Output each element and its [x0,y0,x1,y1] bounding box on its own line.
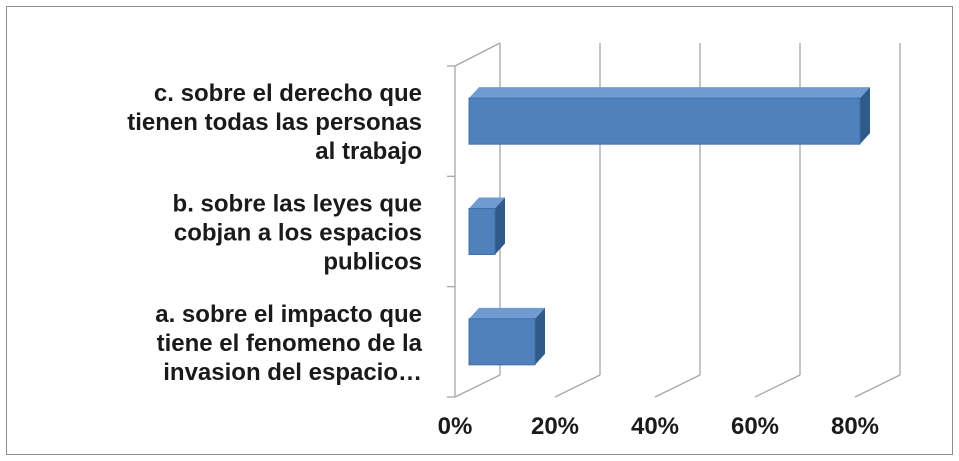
bar-0-side [535,307,545,365]
floor-line-3 [754,374,801,398]
bar-1-front [468,208,496,255]
bar-2-front [468,97,861,145]
bar-1-side [495,197,505,255]
bar-1-top [469,197,505,209]
floor-line-2 [654,374,701,398]
bar-2 [468,87,870,145]
category-label-0: a. sobre el impacto que tiene el fenomeno… [155,301,422,386]
bar-0-top [469,307,545,319]
bar-2-side [860,87,870,145]
x-tick-label-3: 60% [731,413,779,440]
category-label-2-line-2: al trabajo [315,138,422,165]
floor-line-0 [454,374,501,398]
category-label-0-line-1: tiene el fenomeno de la [157,330,423,357]
bar-1 [468,197,505,255]
category-label-0-line-2: invasion del espacio… [163,359,422,386]
floor-line-1 [554,374,601,398]
category-label-0-line-0: a. sobre el impacto que [155,301,422,328]
category-label-2-line-1: tienen todas las personas [127,109,422,136]
bar-chart: 0% 20% 40% 60% 80%a. sobre el impacto que tie… [127,42,901,440]
x-tick-label-1: 20% [531,413,579,440]
chart-frame: 0% 20% 40% 60% 80% a. sobre el impacto que tie… [6,6,953,455]
bar-0-front [468,318,536,366]
side-wall-top [454,42,501,67]
bar-0 [468,307,545,366]
category-label-1-line-2: publicos [323,249,422,276]
bar-2-top [469,87,870,99]
category-label-2-line-0: c. sobre el derecho que [154,80,422,107]
category-label-1-line-1: cobjan a los espacios [174,220,422,247]
category-label-1: b. sobre las leyes que cobjan a los espac… [173,191,422,276]
category-label-1-line-0: b. sobre las leyes que [173,191,422,218]
x-tick-label-0: 0% [438,413,473,440]
category-label-2: c. sobre el derecho que tienen todas las … [127,80,422,165]
floor-line-4 [854,374,901,398]
x-tick-label-2: 40% [631,413,679,440]
x-tick-label-4: 80% [831,413,879,440]
